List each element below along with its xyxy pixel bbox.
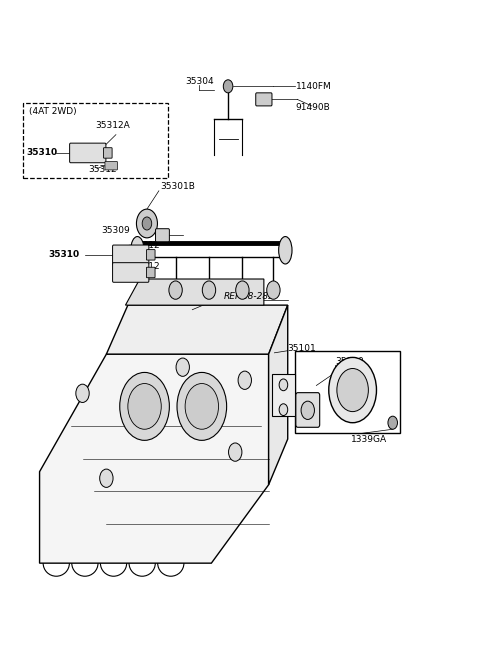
Text: 35310: 35310 xyxy=(48,251,79,259)
FancyBboxPatch shape xyxy=(113,262,149,282)
FancyBboxPatch shape xyxy=(105,161,117,170)
Circle shape xyxy=(128,384,161,429)
Text: 35312: 35312 xyxy=(131,262,160,271)
Text: 1339GA: 1339GA xyxy=(351,434,387,443)
Circle shape xyxy=(185,384,218,429)
FancyBboxPatch shape xyxy=(113,245,149,264)
FancyBboxPatch shape xyxy=(146,267,155,277)
Circle shape xyxy=(142,217,152,230)
Circle shape xyxy=(169,281,182,299)
Polygon shape xyxy=(39,354,269,563)
Text: 35101: 35101 xyxy=(288,344,316,354)
Circle shape xyxy=(76,384,89,403)
Bar xyxy=(23,102,168,178)
FancyBboxPatch shape xyxy=(146,250,155,260)
Circle shape xyxy=(236,281,249,299)
FancyBboxPatch shape xyxy=(70,143,106,163)
Text: 35312: 35312 xyxy=(89,165,117,174)
Circle shape xyxy=(337,369,368,411)
Text: 35312: 35312 xyxy=(131,241,160,249)
Circle shape xyxy=(279,379,288,391)
Bar xyxy=(295,351,400,432)
Text: REF.28-283: REF.28-283 xyxy=(223,292,274,301)
Circle shape xyxy=(202,281,216,299)
Circle shape xyxy=(120,373,169,440)
Circle shape xyxy=(301,401,314,419)
Ellipse shape xyxy=(279,237,292,264)
Text: 35301B: 35301B xyxy=(160,182,195,191)
FancyBboxPatch shape xyxy=(104,148,112,158)
Circle shape xyxy=(176,358,190,377)
Circle shape xyxy=(388,416,397,429)
Circle shape xyxy=(136,209,157,238)
Circle shape xyxy=(177,373,227,440)
FancyBboxPatch shape xyxy=(256,93,272,106)
Text: 1140FM: 1140FM xyxy=(296,82,332,91)
Circle shape xyxy=(100,469,113,487)
Polygon shape xyxy=(125,279,264,305)
Circle shape xyxy=(238,371,252,390)
Circle shape xyxy=(223,80,233,93)
Text: 35310: 35310 xyxy=(27,148,58,157)
Circle shape xyxy=(228,443,242,461)
Text: 91490B: 91490B xyxy=(296,103,331,112)
Text: 35100: 35100 xyxy=(336,358,364,367)
Polygon shape xyxy=(269,305,288,485)
FancyBboxPatch shape xyxy=(156,229,169,242)
Circle shape xyxy=(267,281,280,299)
Ellipse shape xyxy=(131,237,144,264)
Circle shape xyxy=(279,404,288,415)
Text: 35312A: 35312A xyxy=(95,121,130,130)
Bar xyxy=(272,374,295,416)
Circle shape xyxy=(329,358,376,422)
Text: 35309: 35309 xyxy=(101,226,130,234)
FancyBboxPatch shape xyxy=(296,393,320,427)
Polygon shape xyxy=(107,305,288,354)
Text: 35304: 35304 xyxy=(185,77,214,85)
Text: (4AT 2WD): (4AT 2WD) xyxy=(29,108,76,116)
Text: 35102: 35102 xyxy=(288,405,316,414)
